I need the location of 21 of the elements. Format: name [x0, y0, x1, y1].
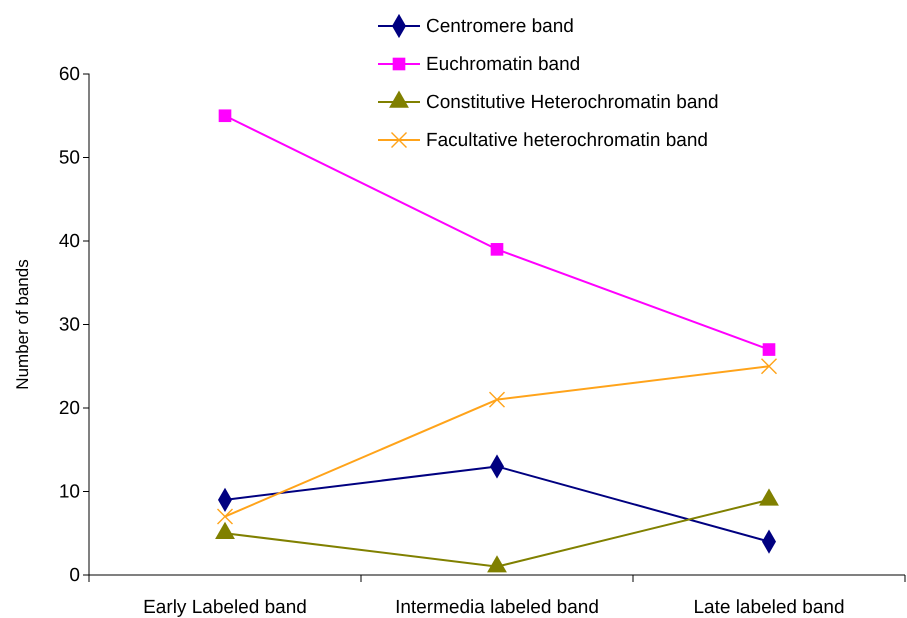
- y-tick-label: 10: [58, 482, 80, 503]
- legend-label: Centromere band: [426, 16, 574, 37]
- y-tick-label: 60: [58, 64, 80, 86]
- y-tick-label: 50: [58, 148, 80, 169]
- x-tick-label: Intermedia labeled band: [395, 597, 599, 618]
- y-axis-title: Number of bands: [13, 259, 32, 390]
- x-tick-label: Early Labeled band: [143, 597, 307, 618]
- legend-label: Euchromatin band: [426, 54, 580, 75]
- point: [217, 508, 233, 525]
- legend-label: Constitutive Heterochromatin band: [426, 92, 719, 113]
- point: [761, 358, 777, 374]
- legend-label: Facultative heterochromatin band: [426, 130, 708, 151]
- x-tick-label: Late labeled band: [693, 597, 845, 618]
- point: [490, 243, 504, 256]
- point: [489, 392, 505, 408]
- point: [762, 343, 776, 356]
- y-tick-label: 40: [58, 231, 80, 252]
- y-tick-label: 30: [58, 314, 80, 336]
- y-tick-label: 0: [69, 565, 80, 586]
- point: [218, 109, 232, 122]
- y-tick-label: 20: [58, 398, 80, 420]
